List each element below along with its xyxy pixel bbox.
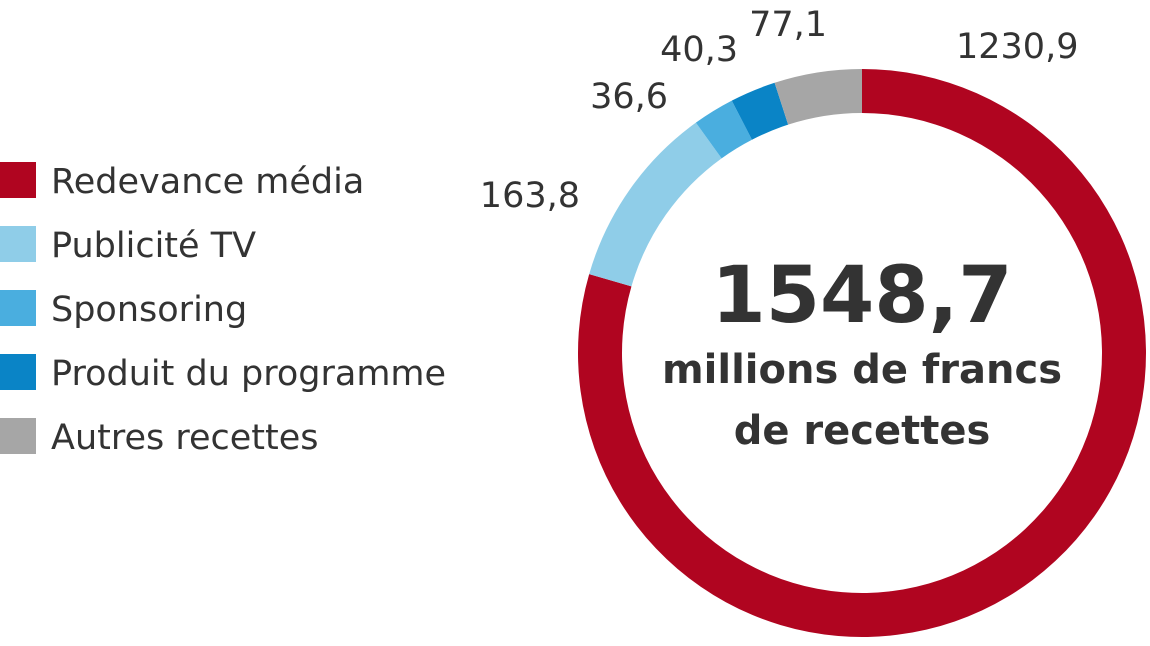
legend-swatch-produit-du-programme <box>0 354 36 390</box>
slice-publicite-tv <box>589 122 722 287</box>
slice-produit-du-programme <box>731 82 789 140</box>
center-text: 1548,7 millions de francs de recettes <box>662 251 1062 454</box>
value-label-sponsoring: 36,6 <box>590 77 668 117</box>
donut-ring <box>578 69 1146 637</box>
legend-label-publicite-tv: Publicité TV <box>51 226 256 266</box>
legend-label-autres-recettes: Autres recettes <box>51 418 319 458</box>
legend-swatch-publicite-tv <box>0 226 36 262</box>
legend-label-sponsoring: Sponsoring <box>51 290 247 330</box>
legend-label-produit-du-programme: Produit du programme <box>51 354 446 394</box>
total-value: 1548,7 <box>712 251 1013 341</box>
value-label-autres-recettes: 77,1 <box>749 5 827 45</box>
value-labels: 1230,9 163,8 36,6 40,3 77,1 <box>480 5 1079 216</box>
legend: Redevance média Publicité TV Sponsoring Pro… <box>0 162 446 458</box>
legend-swatch-sponsoring <box>0 290 36 326</box>
legend-swatch-autres-recettes <box>0 418 36 454</box>
value-label-redevance-media: 1230,9 <box>956 27 1078 67</box>
slice-sponsoring <box>695 100 752 159</box>
legend-swatch-redevance-media <box>0 162 36 198</box>
total-caption-line-1: millions de francs <box>662 347 1062 393</box>
value-label-publicite-tv: 163,8 <box>480 176 580 216</box>
legend-label-redevance-media: Redevance média <box>51 162 364 202</box>
total-caption-line-2: de recettes <box>734 408 991 454</box>
slice-autres-recettes <box>774 69 862 125</box>
value-label-produit-du-programme: 40,3 <box>660 30 738 70</box>
